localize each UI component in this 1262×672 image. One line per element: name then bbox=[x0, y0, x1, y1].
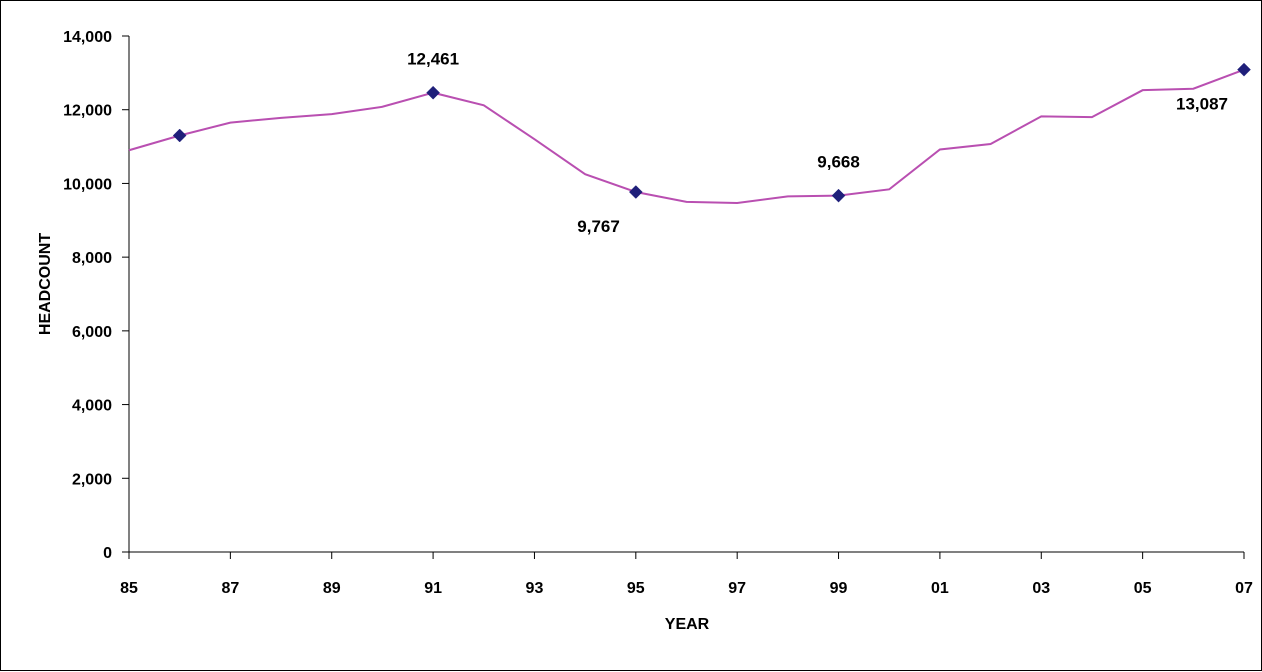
y-tick-label: 4,000 bbox=[72, 398, 112, 415]
series-group bbox=[128, 68, 1245, 204]
annotation-group: 12,461 9,767 9,668 13,087 bbox=[407, 50, 1228, 236]
y-tick-label: 10,000 bbox=[63, 176, 112, 193]
y-axis-title: HEADCOUNT bbox=[37, 233, 54, 335]
y-axis: 0 2,000 4,000 6,000 8,000 10,000 12,000 14,000 bbox=[63, 29, 130, 562]
y-tick-label: 2,000 bbox=[72, 471, 112, 488]
x-tick-label: 05 bbox=[1134, 580, 1152, 597]
data-label: 9,668 bbox=[817, 153, 860, 172]
data-point-marker bbox=[628, 185, 643, 199]
x-tick-label: 91 bbox=[424, 580, 442, 597]
x-tick-label: 97 bbox=[728, 580, 746, 597]
series-line bbox=[128, 68, 1245, 204]
x-tick-label: 99 bbox=[830, 580, 848, 597]
y-tick-label: 0 bbox=[103, 545, 112, 562]
x-tick-label: 07 bbox=[1235, 580, 1253, 597]
data-point-marker bbox=[172, 128, 187, 143]
x-axis-title: YEAR bbox=[665, 616, 710, 633]
y-tick-label: 12,000 bbox=[63, 103, 112, 120]
data-point-marker bbox=[831, 188, 846, 203]
y-tick-label: 14,000 bbox=[63, 29, 112, 46]
marker-group bbox=[172, 62, 1251, 203]
data-point-marker bbox=[1237, 62, 1251, 77]
x-tick-label: 93 bbox=[526, 580, 544, 597]
x-tick-label: 95 bbox=[627, 580, 645, 597]
x-tick-label: 87 bbox=[221, 580, 239, 597]
y-tick-label: 6,000 bbox=[72, 324, 112, 341]
x-tick-label: 85 bbox=[120, 580, 138, 597]
x-tick-label: 89 bbox=[323, 580, 341, 597]
x-axis: 85 87 89 91 93 95 97 99 01 03 05 07 bbox=[120, 551, 1253, 597]
data-label: 13,087 bbox=[1176, 95, 1228, 114]
data-label: 9,767 bbox=[577, 217, 620, 236]
data-point-marker bbox=[426, 85, 440, 100]
y-tick-label: 8,000 bbox=[72, 250, 112, 267]
x-tick-label: 03 bbox=[1032, 580, 1050, 597]
data-label: 12,461 bbox=[407, 50, 459, 69]
x-tick-label: 01 bbox=[931, 580, 949, 597]
